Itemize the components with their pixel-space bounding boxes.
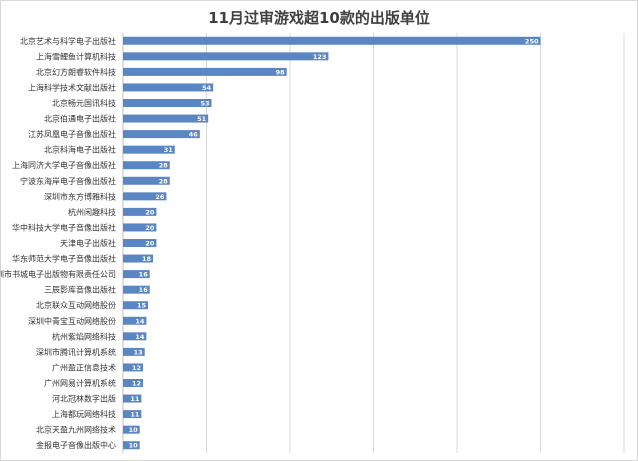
data-label: 28: [159, 162, 169, 170]
bar: [123, 114, 209, 123]
bar: [123, 379, 144, 387]
data-label: 16: [139, 271, 149, 279]
category-label: 华东师范大学电子音像出版社: [12, 254, 116, 264]
bar: [123, 207, 157, 216]
category-label: 宁波东海岸电子音像出版社: [20, 176, 116, 186]
bar: [123, 176, 170, 185]
category-label: 杭州紫焰网络科技: [52, 331, 116, 341]
chart-title: 11月过审游戏超10款的出版单位: [208, 9, 430, 27]
data-label: 20: [145, 208, 155, 216]
data-label: 51: [197, 115, 207, 123]
bar: [123, 285, 150, 294]
data-label: 11: [130, 411, 140, 419]
data-label: 98: [276, 68, 286, 76]
data-label: 26: [155, 193, 165, 201]
bar: [123, 332, 147, 341]
category-label: 上海同济大学电子音像出版社: [12, 160, 116, 170]
category-label: 北京艺术与科学电子出版社: [20, 36, 116, 46]
data-label: 53: [200, 100, 209, 108]
category-label: 北京伯通电子出版社: [44, 114, 116, 124]
bar: [123, 363, 144, 372]
category-label: 北京天盈九州网络技术: [36, 425, 116, 435]
bar: [123, 301, 149, 310]
data-label: 31: [164, 146, 174, 154]
data-label: 250: [525, 37, 539, 45]
bar: [123, 425, 140, 434]
category-label: 深圳中青宝互动网络股份: [28, 316, 116, 326]
bar: [123, 36, 541, 45]
bar: [123, 410, 142, 419]
bar: [123, 394, 142, 403]
data-label: 12: [132, 364, 141, 372]
category-label: 深圳市东方博雅科技: [44, 191, 116, 201]
data-label: 46: [189, 131, 199, 139]
data-label: 54: [202, 84, 212, 92]
category-label: 广州盈正信息技术: [52, 362, 116, 372]
category-label: 天津电子出版社: [60, 238, 116, 248]
bar: [123, 99, 212, 107]
data-label: 10: [129, 442, 139, 450]
data-label: 14: [135, 333, 145, 341]
data-label: 12: [132, 380, 141, 388]
data-label: 16: [139, 286, 149, 294]
bar: [123, 441, 140, 450]
category-label: 上海雪鲤鱼计算机科技: [36, 51, 116, 61]
category-label: 杭州闲趣科技: [68, 207, 116, 217]
bar: [123, 254, 154, 263]
data-label: 13: [134, 348, 143, 356]
bar: [123, 161, 170, 170]
category-label: 华中科技大学电子音像出版社: [12, 222, 116, 232]
data-label: 15: [137, 302, 147, 310]
category-label: 金报电子音像出版中心: [36, 440, 116, 450]
data-label: 14: [135, 317, 145, 325]
category-label: 北京联众互动网络股份: [36, 300, 116, 310]
category-label: 上海科学技术文献出版社: [28, 82, 116, 92]
bar: [123, 67, 287, 76]
data-label: 11: [130, 395, 140, 403]
bar: [123, 130, 200, 139]
category-label: 深圳市书城电子出版物有限责任公司: [0, 269, 116, 279]
bar: [123, 270, 150, 279]
category-label: 三辰影库音像出版社: [44, 285, 116, 295]
bar: [123, 83, 214, 92]
bar: [123, 347, 145, 356]
data-label: 20: [145, 224, 155, 232]
bar: [123, 192, 167, 201]
bar: [123, 145, 175, 154]
bar: [123, 316, 147, 325]
data-label: 28: [159, 177, 169, 185]
category-label: 北京畅元国讯科技: [52, 98, 116, 108]
bar: [123, 52, 329, 61]
data-label: 10: [129, 426, 139, 434]
category-label: 河北冠林数字出版: [52, 394, 116, 404]
data-label: 123: [313, 53, 327, 61]
data-label: 18: [142, 255, 152, 263]
category-label: 深圳市腾讯计算机系统: [36, 347, 116, 357]
bar: [123, 223, 157, 232]
category-label: 江苏凤凰电子音像出版社: [28, 129, 116, 139]
category-label: 北京幻方朗睿软件科技: [36, 67, 116, 77]
bar: [123, 239, 157, 247]
category-label: 上海都玩网络科技: [52, 409, 116, 419]
category-label: 北京科海电子出版社: [44, 145, 116, 155]
category-label: 广州网易计算机系统: [44, 378, 116, 388]
data-label: 20: [145, 240, 155, 248]
